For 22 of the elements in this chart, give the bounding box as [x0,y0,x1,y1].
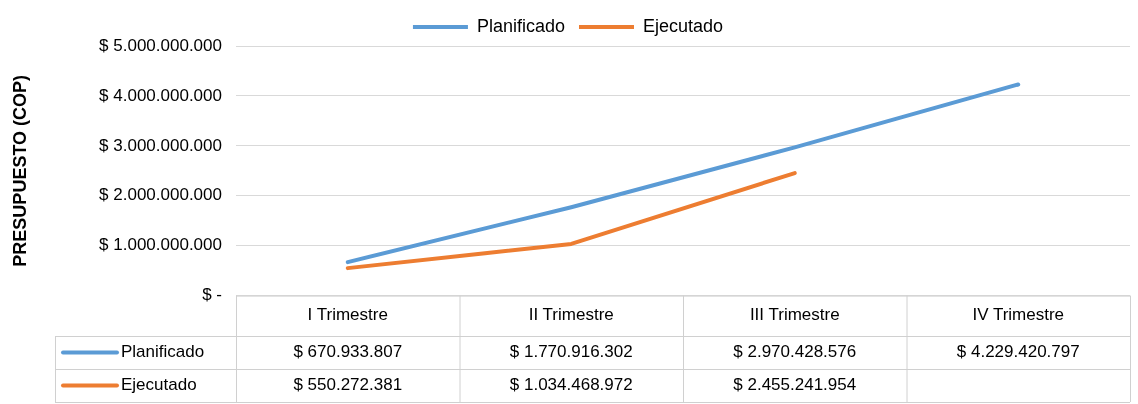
y-tick-label: $ - [202,285,222,305]
y-axis-title: PRESUPUESTO (COP) [9,74,30,267]
text: Ejecutado [121,375,197,395]
x-tick-label: I Trimestre [307,305,388,325]
legend-label: Planificado [476,15,565,36]
y-tick-label: $ 1.000.000.000 [99,235,222,255]
data-label: $ 550.272.381 [293,375,403,395]
legend-label: Ejecutado [643,15,724,36]
data-label: $ 1.034.468.972 [509,375,633,395]
y-tick-label: $ 3.000.000.000 [99,135,222,155]
x-tick-label: IV Trimestre [972,305,1065,325]
data-label: $ 670.933.807 [293,342,403,362]
x-tick-label: II Trimestre [528,305,614,325]
y-tick-label: $ 5.000.000.000 [99,35,222,55]
data-label: $ 2.970.428.576 [733,342,857,362]
text: Planificado [121,342,205,362]
x-tick-label: III Trimestre [749,305,840,325]
data-label: $ 4.229.420.797 [956,342,1080,362]
y-tick-label: $ 2.000.000.000 [99,185,222,205]
y-tick-label: $ 4.000.000.000 [99,85,222,105]
data-label: $ 1.770.916.302 [509,342,633,362]
data-label: $ 2.455.241.954 [733,375,857,395]
